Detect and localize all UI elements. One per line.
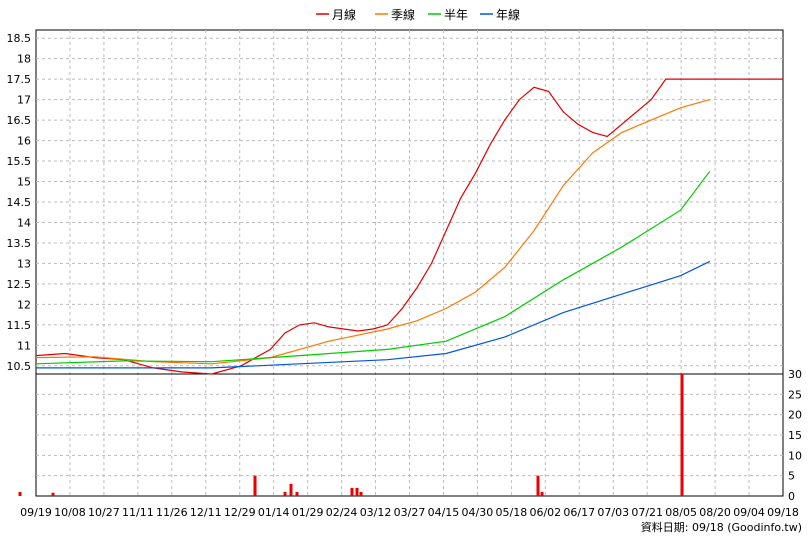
x-tick-label: 04/30	[462, 506, 494, 519]
price-grid	[35, 29, 784, 496]
price-tick-label: 17.5	[7, 73, 32, 86]
data-date-footer: 資料日期: 09/18 (Goodinfo.tw)	[641, 520, 802, 534]
volume-tick-label: 20	[788, 409, 802, 422]
price-tick-label: 13	[17, 257, 31, 270]
price-tick-label: 11	[17, 339, 31, 352]
volume-bar	[283, 491, 287, 496]
legend-label: 月線	[332, 7, 356, 22]
price-tick-label: 14.5	[7, 196, 32, 209]
price-tick-label: 18.5	[7, 32, 32, 45]
volume-bar	[359, 491, 363, 496]
x-tick-label: 01/29	[292, 506, 324, 519]
volume-bars	[18, 374, 684, 496]
x-tick-label: 09/18	[767, 506, 799, 519]
x-tick-label: 04/15	[428, 506, 460, 519]
x-tick-label: 12/29	[224, 506, 256, 519]
x-tick-label: 09/04	[733, 506, 765, 519]
x-tick-label: 10/08	[54, 506, 86, 519]
series-line	[35, 78, 783, 375]
price-tick-label: 15	[17, 176, 31, 189]
volume-bar	[680, 374, 684, 496]
volume-axis-ticks: 0 5 10 15 20 25 30	[788, 368, 802, 503]
x-tick-label: 12/11	[190, 506, 222, 519]
x-tick-label: 11/26	[156, 506, 188, 519]
series-line	[35, 99, 710, 365]
price-tick-label: 16	[17, 135, 31, 148]
volume-bar	[51, 492, 55, 496]
price-tick-label: 16.5	[7, 114, 32, 127]
price-tick-label: 11.5	[7, 319, 32, 332]
x-tick-label: 08/20	[699, 506, 731, 519]
x-tick-label: 05/18	[496, 506, 528, 519]
price-tick-label: 13.5	[7, 237, 32, 250]
price-tick-label: 12	[17, 298, 31, 311]
price-tick-label: 17	[17, 94, 31, 107]
volume-tick-label: 0	[788, 490, 795, 503]
x-tick-label: 02/24	[326, 506, 358, 519]
legend-label: 季線	[391, 7, 415, 22]
x-tick-label: 01/14	[258, 506, 290, 519]
price-tick-label: 18	[17, 53, 31, 66]
x-tick-label: 10/27	[88, 506, 120, 519]
x-tick-label: 08/05	[665, 506, 697, 519]
x-tick-label: 11/11	[122, 506, 154, 519]
price-tick-label: 15.5	[7, 155, 32, 168]
volume-bar	[253, 475, 257, 496]
x-tick-label: 07/21	[631, 506, 663, 519]
price-axis-ticks: 10.5 11 11.5 12 12.5 13 13.5 14 14.5 15 15.5 16 16.5…	[7, 32, 32, 373]
price-tick-label: 12.5	[7, 278, 32, 291]
volume-tick-label: 25	[788, 388, 802, 401]
volume-bar	[295, 491, 299, 496]
chart-legend: 月線 季線 半年 年線	[316, 7, 520, 22]
x-tick-label: 03/27	[394, 506, 426, 519]
series-line	[35, 170, 711, 365]
volume-tick-label: 15	[788, 429, 802, 442]
x-tick-label: 06/02	[529, 506, 561, 519]
x-tick-label: 07/03	[597, 506, 629, 519]
x-tick-label: 06/17	[563, 506, 595, 519]
legend-label: 年線	[496, 7, 520, 22]
volume-tick-label: 30	[788, 368, 802, 381]
legend-label: 半年	[444, 8, 468, 22]
volume-bar	[289, 483, 293, 496]
x-tick-label: 03/12	[360, 506, 392, 519]
x-tick-label: 09/19	[20, 506, 52, 519]
date-axis-ticks: 09/19 10/08 10/27 11/11 11/26 12/11 12/29 01/14…	[20, 506, 799, 519]
volume-bar	[540, 491, 544, 496]
volume-bar	[536, 475, 540, 496]
volume-tick-label: 5	[788, 470, 795, 483]
volume-bar	[355, 487, 359, 496]
price-tick-label: 14	[17, 216, 31, 229]
price-tick-label: 10.5	[7, 360, 32, 373]
volume-bar	[350, 487, 354, 496]
volume-grid	[35, 373, 784, 497]
moving-average-lines	[35, 78, 783, 375]
volume-bar	[18, 491, 22, 496]
volume-tick-label: 10	[788, 449, 802, 462]
series-line	[36, 260, 711, 369]
